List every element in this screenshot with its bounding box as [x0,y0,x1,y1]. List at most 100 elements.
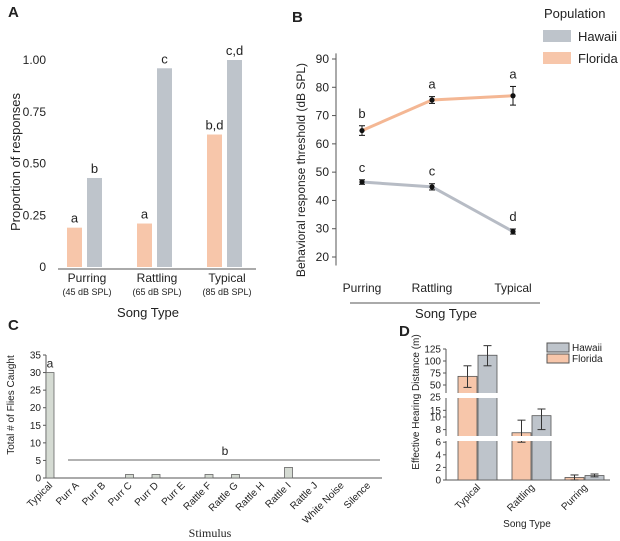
chart-c-y-tick-35: 35 [30,351,42,362]
bar-c-rattle-g [231,474,240,479]
chart-c-y-label: Total # of Flies Caught [6,355,17,455]
chart-c-y-tick-20: 20 [30,403,42,414]
chart-d-y-label: Effective Hearing Distance (m) [411,334,422,469]
letter-a-hawaii-rattling: c [161,51,168,66]
chart-b-y-label: Behavioral response threshold (dB SPL) [294,63,308,277]
chart-d-y-tick-15: 15 [430,406,442,417]
bar-a-hawaii-typical [227,60,242,267]
letter-a-hawaii-typical: c,d [226,43,243,58]
chart-c-x-tick-purr-c: Purr C [106,480,134,508]
chart-c-y-tick-15: 15 [30,421,42,432]
chart-b-y-tick-40: 40 [316,193,330,207]
bar-c-rattle-i [284,467,293,479]
chart-b-y-tick-50: 50 [316,165,330,179]
panel-label-c: C [8,317,19,334]
legend-label-florida: Florida [578,51,619,66]
point-b-hawaii-rattling [429,184,435,190]
chart-d-y-tick-10: 10 [430,413,442,424]
chart-b-x-tick-purring: Purring [343,281,382,295]
chart-c-y-tick-25: 25 [30,386,42,397]
axis-break-upper [440,393,612,398]
chart-d-y-tick-125: 125 [424,345,441,356]
bar-d-hawaii-typical [477,354,498,481]
d-legend-swatch-hawaii [546,342,570,353]
chart-c: Total # of Flies Caught Stimulus 0 5 10 15 2… [6,351,382,540]
d-legend-label-hawaii: Hawaii [572,343,602,354]
bar-a-hawaii-purring [87,177,102,267]
chart-b-y-tick-90: 90 [316,52,330,66]
letter-a-florida-purring: a [71,211,79,226]
point-b-florida-typical [510,93,516,99]
bar-c-purr-c [125,474,134,479]
d-legend-label-florida: Florida [572,354,603,365]
point-b-florida-purring [359,127,365,134]
letter-b-florida-typical: a [509,66,517,81]
chart-d: Effective Hearing Distance (m) Song Type… [411,334,612,530]
chart-c-x-tick-purr-b: Purr B [80,480,108,508]
chart-d-y-tick-75: 75 [430,369,442,380]
chart-a-y-tick-0: 0 [39,260,46,274]
chart-d-y-tick-50: 50 [430,381,442,392]
chart-c-x-label: Stimulus [189,526,232,540]
letter-a-hawaii-purring: b [91,161,98,176]
chart-b-x-tick-typical: Typical [494,281,531,295]
chart-d-y-tick-0: 0 [435,476,441,487]
chart-a-y-tick-0-75: 0.75 [23,105,47,119]
chart-c-y-tick-10: 10 [30,438,42,449]
legend: Population Hawaii Florida [543,6,619,66]
chart-b-y-tick-30: 30 [316,222,330,236]
chart-a-x-label: Song Type [117,305,179,320]
legend-swatch-hawaii [543,30,571,42]
letter-a-florida-rattling: a [141,207,149,222]
line-b-florida [361,94,514,132]
chart-d-x-label: Song Type [503,519,551,530]
letter-b-hawaii-rattling: c [429,164,436,179]
chart-a-x-tick-purring: Purring [68,271,107,285]
chart-d-x-tick-rattling: Rattling [505,482,537,514]
legend-title: Population [544,6,605,21]
chart-a-y-label: Proportion of responses [8,92,23,231]
chart-a-x-sublabel-typical: (85 dB SPL) [202,287,251,297]
chart-d-x-tick-purring: Purring [560,482,591,513]
chart-c-y-tick-5: 5 [35,456,41,467]
chart-c-y-tick-0: 0 [35,474,41,485]
bar-c-rattle-f [204,474,214,479]
panel-label-d: D [399,323,410,340]
panel-label-a: A [8,4,19,21]
point-b-hawaii-purring [359,179,365,185]
chart-a-y-tick-0-50: 0.50 [23,157,47,171]
panel-label-b: B [292,9,303,26]
point-b-hawaii-typical [510,228,516,235]
line-b-hawaii [361,180,514,233]
chart-b-y-tick-20: 20 [316,250,330,264]
bar-a-florida-typical [207,134,222,267]
chart-b-y-tick-70: 70 [316,109,330,123]
chart-d-y-tick-25: 25 [430,393,442,404]
chart-c-x-tick-rattle-h: Rattle H [234,480,267,513]
chart-a-x-tick-typical: Typical [208,271,245,285]
chart-c-x-tick-typical: Typical [25,480,55,510]
chart-c-x-tick-purr-a: Purr A [54,480,82,508]
chart-b-x-tick-rattling: Rattling [412,281,453,295]
letter-b-hawaii-purring: c [359,160,366,175]
letter-b-florida-purring: b [358,106,365,121]
bar-a-florida-purring [67,227,82,267]
bar-a-florida-rattling [137,223,152,267]
chart-a-x-sublabel-purring: (45 dB SPL) [62,287,111,297]
chart-a-x-tick-rattling: Rattling [137,271,178,285]
chart-a-x-sublabel-rattling: (65 dB SPL) [132,287,181,297]
chart-b: Behavioral response threshold (dB SPL) S… [294,52,540,321]
bar-a-hawaii-rattling [157,68,172,267]
chart-a-y-tick-1-00: 1.00 [23,53,47,67]
chart-c-x-tick-purr-d: Purr D [133,480,161,508]
bar-c-typical [45,372,55,479]
chart-d-y-tick-6: 6 [435,438,441,449]
legend-swatch-florida [543,52,571,64]
legend-label-hawaii: Hawaii [578,29,617,44]
chart-a-y-tick-0-25: 0.25 [23,208,47,222]
letter-c-typical: a [47,357,54,371]
chart-c-y-tick-30: 30 [30,368,42,379]
chart-d-y-tick-8: 8 [435,425,441,436]
axis-break-lower [440,436,612,441]
chart-c-x-tick-silence: Silence [342,480,373,511]
